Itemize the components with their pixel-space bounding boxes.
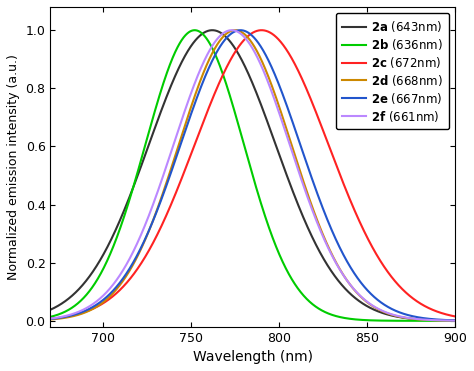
$\bf{2d}$ (668nm) xyxy=(183,118,189,123)
$\bf{2b}$ (636nm) xyxy=(80,296,86,301)
$\bf{2b}$ (636nm) xyxy=(183,32,189,36)
$\bf{2e}$ (667nm) xyxy=(205,68,211,72)
$\bf{2d}$ (668nm) xyxy=(232,28,238,32)
$\bf{2d}$ (668nm) xyxy=(205,60,211,65)
$\bf{2c}$ (672nm) xyxy=(425,305,430,310)
Line: $\bf{2d}$ (668nm): $\bf{2d}$ (668nm) xyxy=(0,30,474,321)
$\bf{2c}$ (672nm) xyxy=(51,316,56,321)
Line: $\bf{2e}$ (667nm): $\bf{2e}$ (667nm) xyxy=(0,30,474,321)
$\bf{2f}$ (661nm) xyxy=(51,316,56,321)
$\bf{2f}$ (661nm) xyxy=(80,308,86,312)
$\bf{2e}$ (667nm) xyxy=(425,316,430,321)
$\bf{2b}$ (636nm) xyxy=(425,319,430,323)
Y-axis label: Normalized emission intensity (a.u.): Normalized emission intensity (a.u.) xyxy=(7,54,20,280)
X-axis label: Wavelength (nm): Wavelength (nm) xyxy=(193,350,313,364)
$\bf{2a}$ (643nm) xyxy=(183,51,189,55)
$\bf{2a}$ (643nm) xyxy=(425,318,430,322)
$\bf{2c}$ (672nm) xyxy=(205,108,211,112)
$\bf{2d}$ (668nm) xyxy=(80,311,86,315)
$\bf{2d}$ (668nm) xyxy=(51,317,56,321)
$\bf{2e}$ (667nm) xyxy=(237,28,243,32)
$\bf{2f}$ (661nm) xyxy=(183,104,189,108)
$\bf{2d}$ (668nm) xyxy=(425,318,430,322)
$\bf{2a}$ (643nm) xyxy=(51,306,56,311)
Line: $\bf{2c}$ (672nm): $\bf{2c}$ (672nm) xyxy=(0,30,474,321)
$\bf{2a}$ (643nm) xyxy=(205,29,211,33)
Line: $\bf{2b}$ (636nm): $\bf{2b}$ (636nm) xyxy=(0,30,474,321)
Line: $\bf{2f}$ (661nm): $\bf{2f}$ (661nm) xyxy=(0,30,474,321)
$\bf{2c}$ (672nm) xyxy=(80,311,86,315)
$\bf{2c}$ (672nm) xyxy=(259,28,264,32)
$\bf{2a}$ (643nm) xyxy=(80,282,86,287)
$\bf{2f}$ (661nm) xyxy=(205,51,211,56)
$\bf{2c}$ (672nm) xyxy=(183,164,189,168)
$\bf{2e}$ (667nm) xyxy=(80,309,86,314)
$\bf{2b}$ (636nm) xyxy=(192,28,198,32)
$\bf{2f}$ (661nm) xyxy=(425,318,430,322)
$\bf{2b}$ (636nm) xyxy=(205,39,211,43)
$\bf{2b}$ (636nm) xyxy=(51,314,56,318)
Line: $\bf{2a}$ (643nm): $\bf{2a}$ (643nm) xyxy=(0,30,474,321)
$\bf{2f}$ (661nm) xyxy=(229,28,235,32)
$\bf{2e}$ (667nm) xyxy=(183,125,189,129)
$\bf{2a}$ (643nm) xyxy=(210,28,215,32)
$\bf{2e}$ (667nm) xyxy=(51,316,56,321)
Legend: $\bf{2a}$ (643nm), $\bf{2b}$ (636nm), $\bf{2c}$ (672nm), $\bf{2d}$ (668nm), $\bf: $\bf{2a}$ (643nm), $\bf{2b}$ (636nm), $\… xyxy=(336,13,449,129)
